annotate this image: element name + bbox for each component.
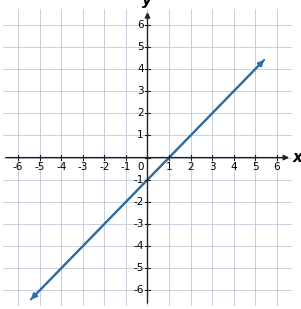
Text: -4: -4 — [133, 241, 144, 251]
Text: 1: 1 — [166, 163, 172, 172]
Text: 5: 5 — [252, 163, 259, 172]
Text: 6: 6 — [274, 163, 280, 172]
Text: -2: -2 — [133, 197, 144, 207]
Text: 2: 2 — [137, 108, 144, 118]
Text: -1: -1 — [121, 163, 131, 172]
Text: 3: 3 — [209, 163, 216, 172]
Text: -2: -2 — [99, 163, 110, 172]
Text: 2: 2 — [187, 163, 194, 172]
Text: 6: 6 — [137, 20, 144, 30]
Text: -3: -3 — [133, 219, 144, 229]
Text: 4: 4 — [231, 163, 237, 172]
Text: 0: 0 — [138, 163, 144, 172]
Text: -4: -4 — [56, 163, 67, 172]
Text: x: x — [293, 150, 301, 165]
Text: -1: -1 — [133, 175, 144, 185]
Text: -5: -5 — [133, 263, 144, 273]
Text: 4: 4 — [137, 64, 144, 74]
Text: -6: -6 — [133, 286, 144, 295]
Text: -5: -5 — [35, 163, 45, 172]
Text: 1: 1 — [137, 130, 144, 141]
Text: 3: 3 — [137, 86, 144, 96]
Text: y: y — [142, 0, 153, 8]
Text: -3: -3 — [78, 163, 88, 172]
Text: 5: 5 — [137, 42, 144, 52]
Text: -6: -6 — [13, 163, 23, 172]
